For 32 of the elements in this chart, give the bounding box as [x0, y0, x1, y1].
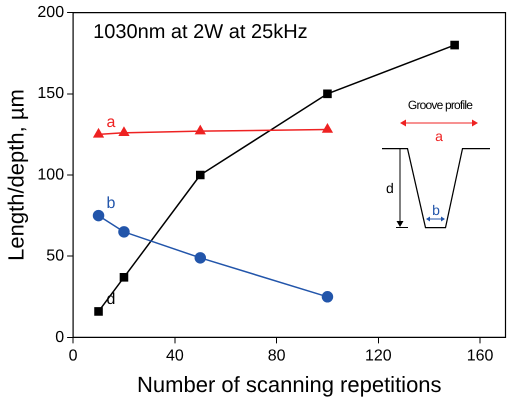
annotation: b — [432, 202, 440, 218]
point — [120, 273, 128, 282]
series-label: a — [106, 114, 116, 131]
x-tick-label: 120 — [364, 347, 392, 364]
point — [450, 40, 459, 50]
point — [195, 125, 206, 134]
point — [194, 252, 206, 264]
x-tick-label: 80 — [268, 347, 286, 364]
y-tick-label: 0 — [55, 328, 64, 346]
y-tick-label: 100 — [37, 166, 64, 184]
point — [93, 128, 104, 138]
y-tick-label: 200 — [37, 4, 64, 22]
point — [196, 170, 205, 180]
point — [118, 127, 130, 136]
annotation: d — [386, 180, 394, 196]
x-tick-label: 40 — [166, 347, 184, 364]
y-tick-label: 150 — [37, 85, 64, 102]
point — [94, 307, 103, 316]
y-axis-title: Length/depth, µm — [3, 89, 28, 261]
point — [323, 90, 332, 98]
chart-title: 1030nm at 2W at 25kHz — [93, 21, 308, 44]
annotation: Groove profile — [408, 98, 474, 112]
x-axis-title: Number of scanning repetitions — [137, 372, 442, 397]
annotation: a — [435, 128, 444, 144]
point — [92, 210, 104, 222]
point — [322, 291, 334, 303]
y-tick-label: 50 — [46, 248, 64, 265]
point — [322, 124, 333, 133]
point — [118, 226, 130, 238]
x-tick-label: 160 — [466, 347, 494, 364]
x-tick-label: 0 — [68, 347, 78, 364]
series-label: b — [106, 195, 116, 212]
